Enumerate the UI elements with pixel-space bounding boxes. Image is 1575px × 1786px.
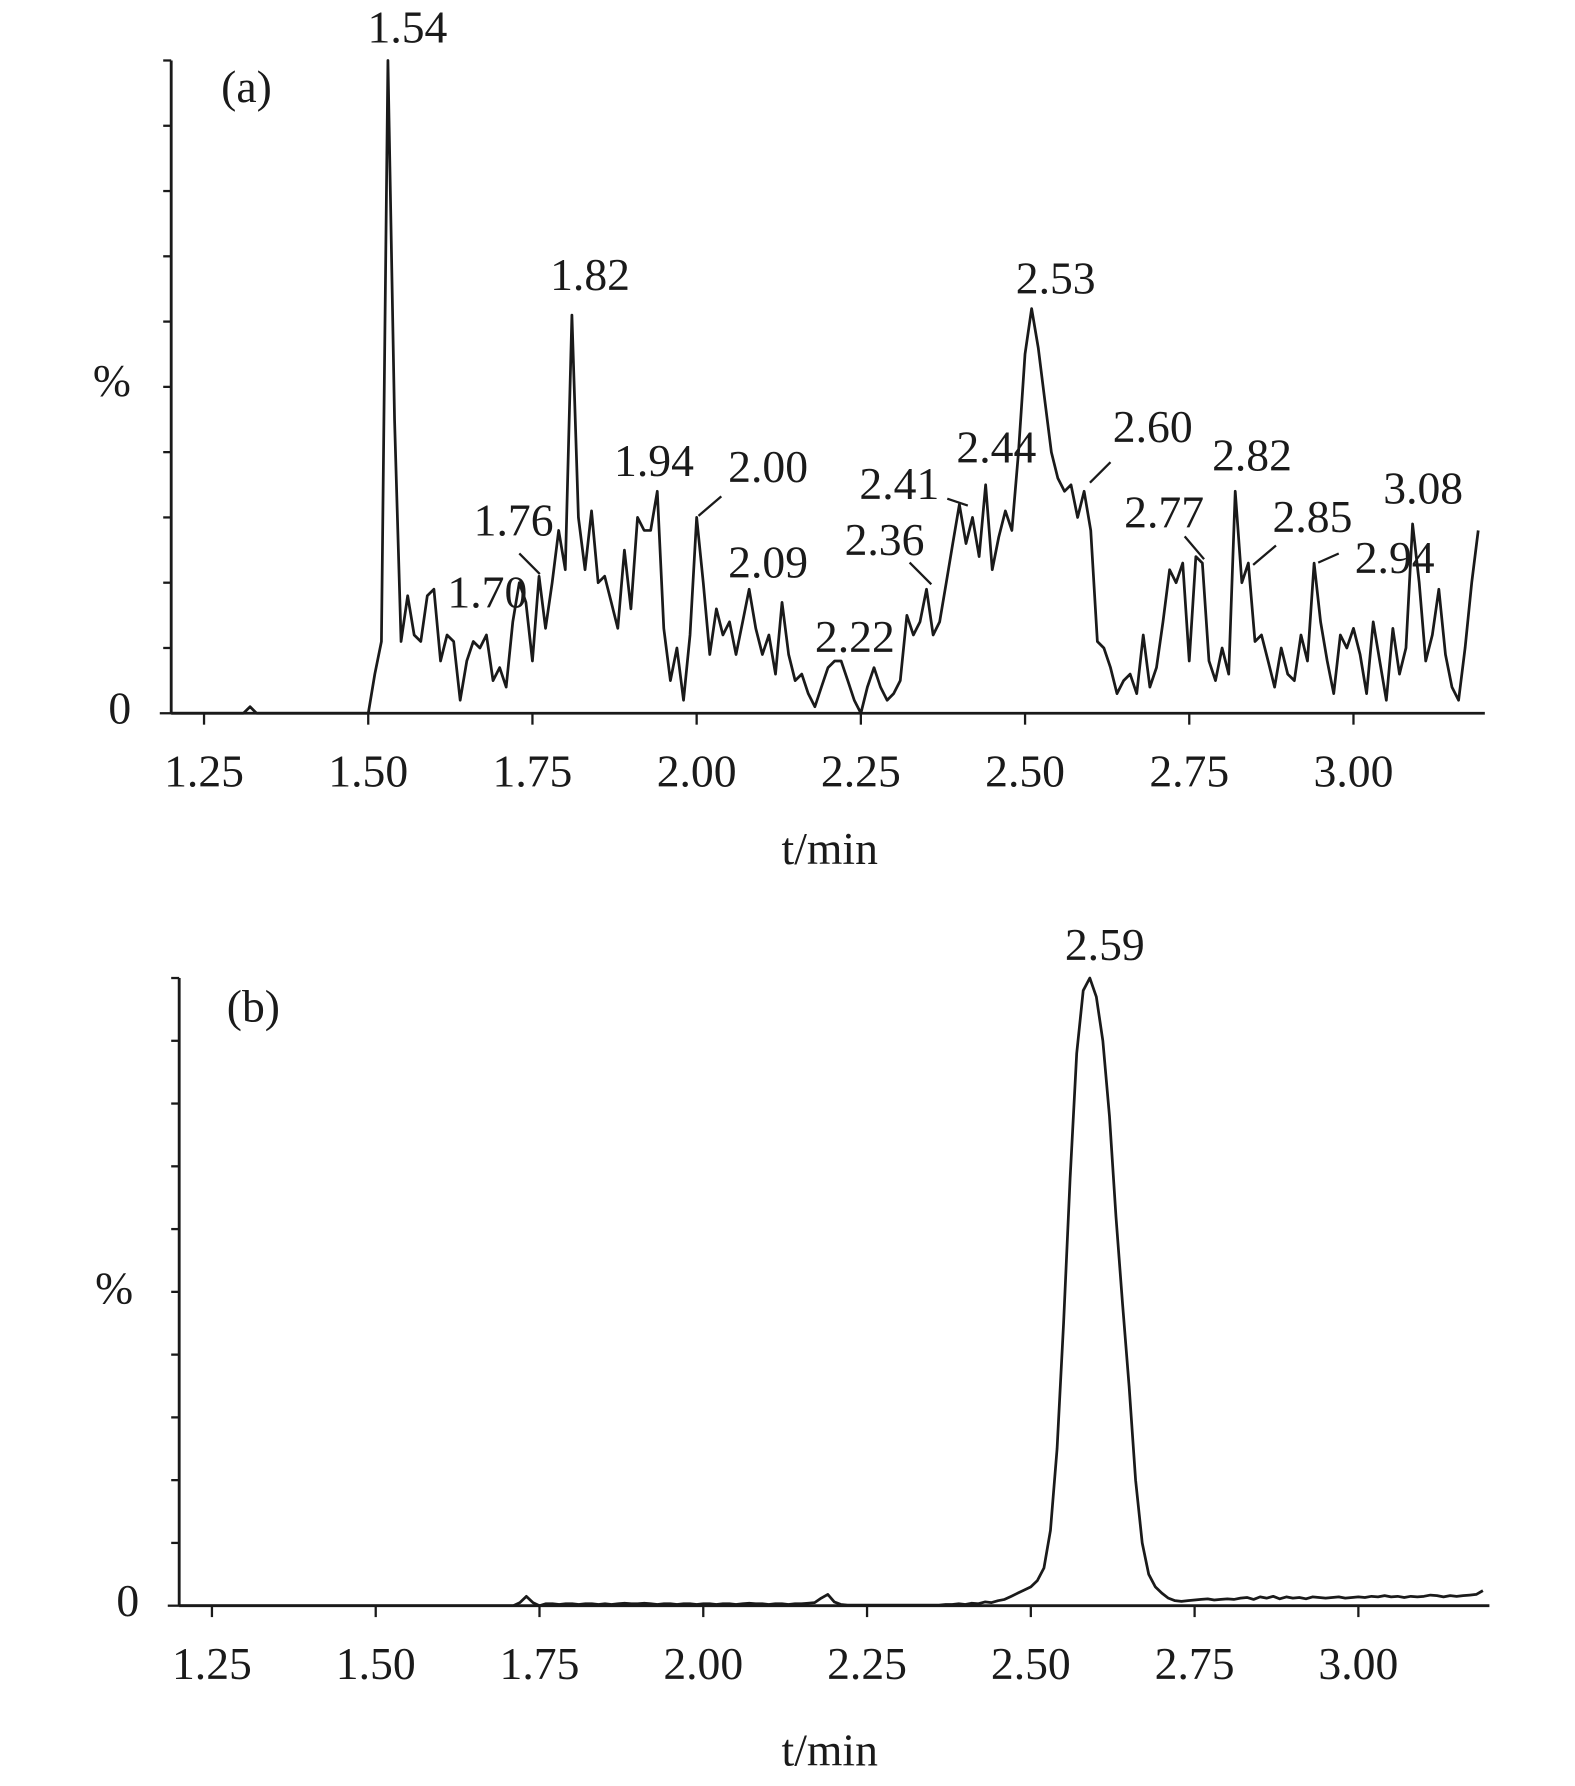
peak-leader (518, 552, 541, 575)
x-tick-label: 2.25 (821, 745, 901, 796)
x-axis-label: t/min (782, 823, 879, 874)
x-tick-label: 2.50 (985, 745, 1065, 796)
x-tick-label: 1.75 (500, 1638, 580, 1689)
peak-label: 1.76 (474, 494, 554, 545)
panel-label: (a) (221, 61, 272, 112)
peak-leader (1089, 461, 1112, 484)
chromatogram-trace (171, 59, 1480, 715)
peak-label: 2.94 (1355, 532, 1435, 583)
x-tick-label: 1.50 (328, 745, 408, 796)
peak-label: 1.82 (550, 249, 630, 300)
x-tick-label: 1.50 (336, 1638, 416, 1689)
x-tick-label: 1.25 (164, 745, 244, 796)
x-tick-label: 2.25 (827, 1638, 907, 1689)
peak-label: 2.22 (815, 611, 895, 662)
x-tick-label: 2.75 (1149, 745, 1229, 796)
peak-label: 2.60 (1113, 401, 1193, 452)
peak-leader (1317, 552, 1340, 564)
peak-label: 2.82 (1212, 429, 1292, 480)
x-tick-label: 2.00 (657, 745, 737, 796)
peak-label: 2.77 (1124, 486, 1204, 537)
x-axis-label: t/min (782, 1725, 879, 1776)
peak-label: 2.00 (728, 441, 808, 492)
y-tick-label: 0 (108, 683, 131, 734)
y-axis-label: % (93, 355, 131, 406)
y-axis-label: % (95, 1262, 133, 1313)
peak-label: 1.94 (614, 435, 694, 486)
peak-label: 3.08 (1383, 462, 1463, 513)
peak-label: 2.59 (1065, 919, 1145, 970)
panel-label: (b) (227, 981, 280, 1032)
x-tick-label: 1.25 (172, 1638, 252, 1689)
peak-label: 2.41 (859, 458, 939, 509)
peak-label: 2.44 (956, 421, 1036, 472)
peak-label: 1.70 (447, 566, 527, 617)
x-tick-label: 1.75 (493, 745, 573, 796)
peak-leader (1183, 535, 1205, 560)
x-tick-label: 3.00 (1314, 745, 1394, 796)
peak-leader (908, 561, 933, 586)
peak-label: 2.09 (728, 537, 808, 588)
peak-label: 1.54 (368, 1, 448, 52)
y-tick-label: 0 (116, 1575, 139, 1626)
x-tick-label: 3.00 (1318, 1638, 1398, 1689)
x-tick-label: 2.50 (991, 1638, 1071, 1689)
peak-leader (1252, 544, 1277, 566)
peak-leader (946, 497, 969, 507)
peak-label: 2.85 (1273, 491, 1353, 542)
x-tick-label: 2.00 (663, 1638, 743, 1689)
peak-leader (697, 495, 723, 517)
peak-label: 2.53 (1016, 252, 1096, 303)
chromatogram-trace (179, 976, 1484, 1608)
x-tick-label: 2.75 (1155, 1638, 1235, 1689)
peak-label: 2.36 (845, 514, 925, 565)
